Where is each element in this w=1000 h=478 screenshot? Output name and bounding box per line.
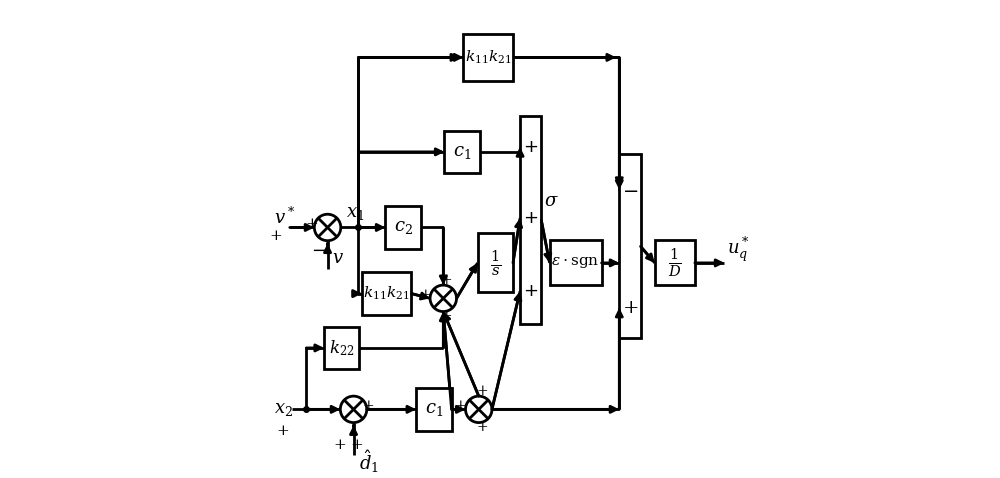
Text: $+$: $+$: [476, 420, 488, 435]
Circle shape: [430, 285, 457, 312]
FancyBboxPatch shape: [385, 206, 421, 249]
Text: $+$: $+$: [333, 437, 346, 452]
Text: $+$: $+$: [440, 273, 452, 287]
Text: $+$: $+$: [454, 399, 466, 413]
Text: $c_1$: $c_1$: [453, 143, 471, 161]
Text: $+$: $+$: [440, 309, 452, 323]
FancyBboxPatch shape: [619, 154, 641, 338]
Text: $+$: $+$: [269, 228, 282, 243]
Text: +: +: [523, 138, 538, 156]
FancyBboxPatch shape: [362, 272, 411, 315]
Text: $+$: $+$: [276, 423, 289, 438]
Text: $\frac{1}{s}$: $\frac{1}{s}$: [490, 248, 501, 278]
Text: $x_2$: $x_2$: [274, 401, 293, 418]
Text: $u_q^*$: $u_q^*$: [727, 235, 750, 264]
Text: +: +: [523, 282, 538, 300]
Text: $\sigma$: $\sigma$: [544, 193, 558, 210]
Text: $+$: $+$: [476, 384, 488, 398]
Circle shape: [340, 396, 367, 423]
Text: $v$: $v$: [332, 249, 344, 267]
Text: $+$: $+$: [362, 399, 374, 413]
Text: $\varepsilon \cdot \mathrm{sgn}$: $\varepsilon \cdot \mathrm{sgn}$: [551, 255, 600, 271]
Text: $+$: $+$: [305, 216, 319, 231]
Text: $v^*$: $v^*$: [274, 206, 296, 228]
Text: +: +: [523, 209, 538, 227]
Text: $c_1$: $c_1$: [425, 401, 443, 418]
Text: $k_{22}$: $k_{22}$: [329, 338, 355, 358]
Circle shape: [466, 396, 492, 423]
Text: $\hat{d}_1$: $\hat{d}_1$: [359, 448, 379, 475]
FancyBboxPatch shape: [416, 388, 452, 431]
FancyBboxPatch shape: [550, 240, 602, 285]
Circle shape: [314, 214, 341, 241]
FancyBboxPatch shape: [324, 326, 359, 369]
FancyBboxPatch shape: [463, 34, 513, 81]
Text: $k_{11}k_{21}$: $k_{11}k_{21}$: [465, 49, 511, 66]
Text: $+$: $+$: [419, 288, 431, 302]
Text: $k_{11}k_{21}$: $k_{11}k_{21}$: [363, 285, 410, 302]
Text: $-$: $-$: [622, 180, 638, 199]
Text: $-$: $-$: [311, 241, 326, 259]
Text: $+$: $+$: [622, 298, 638, 317]
Text: $+$: $+$: [350, 437, 363, 452]
Text: $x_1$: $x_1$: [346, 204, 364, 222]
FancyBboxPatch shape: [478, 233, 513, 293]
FancyBboxPatch shape: [444, 130, 480, 173]
Text: $c_2$: $c_2$: [394, 218, 413, 237]
FancyBboxPatch shape: [520, 117, 541, 324]
Text: $\frac{1}{D}$: $\frac{1}{D}$: [668, 247, 682, 279]
FancyBboxPatch shape: [655, 240, 695, 285]
